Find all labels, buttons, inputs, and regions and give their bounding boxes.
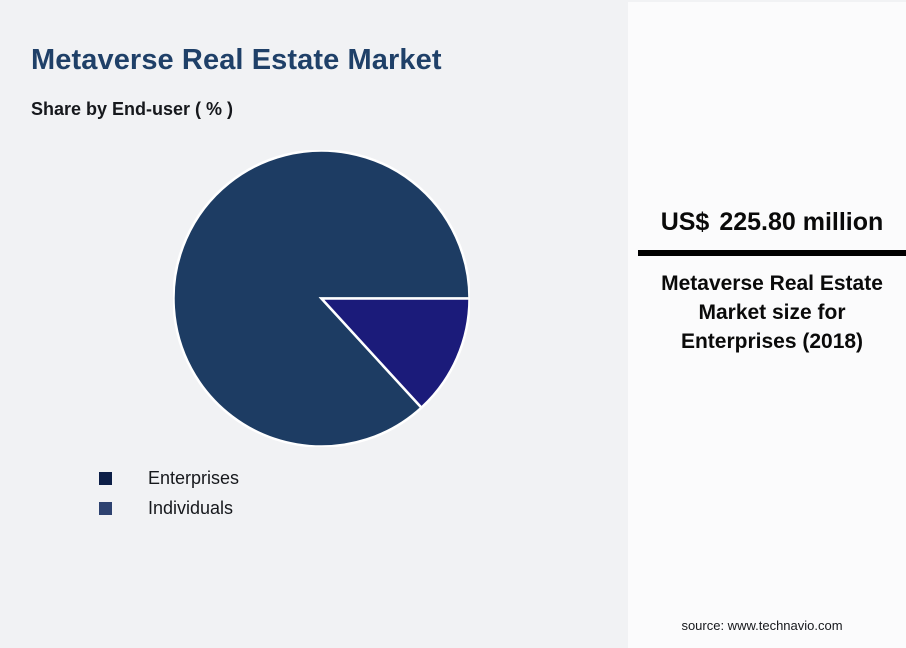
value-amount: 225.80 million: [719, 208, 884, 236]
pie-slice-individuals: [318, 297, 470, 410]
legend-swatch-icon-individuals: [99, 501, 112, 515]
legend: Enterprises Individuals: [99, 463, 239, 523]
legend-item-enterprises: Enterprises: [99, 463, 239, 493]
source-note: source: www.technavio.com: [681, 618, 843, 633]
chart-panel: Metaverse Real Estate Market Share by En…: [31, 44, 470, 523]
currency-label: US$: [660, 208, 710, 236]
value-divider: [638, 250, 906, 256]
pie-chart-svg: [173, 150, 470, 447]
market-value: US$ 225.80 million: [638, 208, 906, 237]
legend-label-individuals: Individuals: [148, 497, 234, 518]
legend-swatch-icon-enterprises: [99, 471, 112, 485]
pie-chart: [173, 150, 470, 447]
page-title: Metaverse Real Estate Market: [31, 44, 442, 76]
chart-subtitle: Share by End-user ( % ): [31, 99, 234, 119]
legend-item-individuals: Individuals: [99, 493, 239, 523]
value-caption: Metaverse Real Estate Market size for En…: [661, 272, 883, 353]
callout-panel: US$ 225.80 million Metaverse Real Estate …: [628, 2, 906, 648]
legend-label-enterprises: Enterprises: [148, 467, 240, 488]
